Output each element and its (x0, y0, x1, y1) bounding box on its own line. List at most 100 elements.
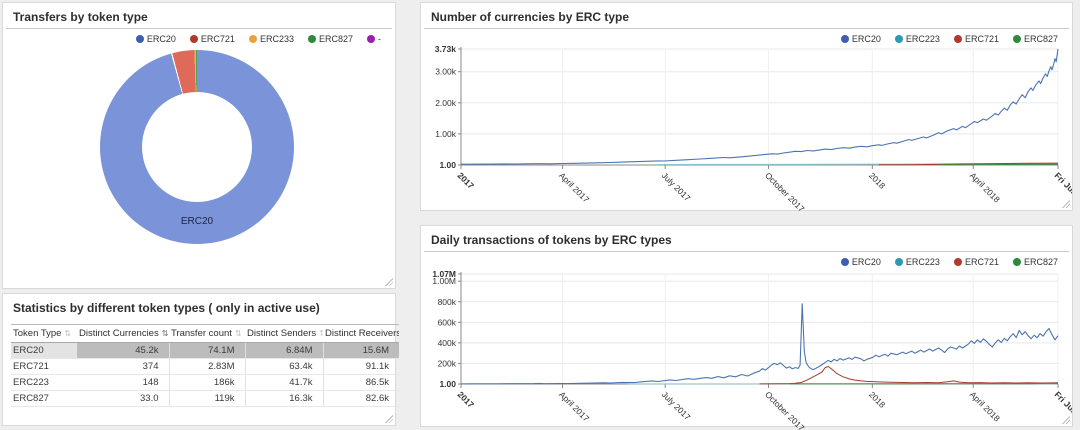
donut-hole (142, 92, 252, 202)
card-title-transactions: Daily transactions of tokens by ERC type… (421, 226, 1072, 251)
y-axis-tick-label: 1.00 (439, 379, 456, 389)
table-cell: 91.1k (323, 359, 399, 375)
legend-item-erc827[interactable]: ERC827 (1013, 257, 1058, 267)
table-cell: 82.6k (323, 391, 399, 407)
x-axis-tick-label: October 2017 (763, 389, 807, 430)
legend-item-erc223[interactable]: ERC223 (895, 257, 940, 267)
y-axis-tick-label: 200k (438, 358, 457, 368)
resize-handle-icon[interactable] (1061, 415, 1070, 424)
sort-icon[interactable]: ⇅ (232, 329, 242, 338)
resize-handle-icon[interactable] (1061, 199, 1070, 208)
resize-handle-icon[interactable] (384, 414, 393, 423)
legend-label: ERC827 (1024, 257, 1058, 267)
table-cell: 41.7k (245, 375, 323, 391)
y-axis-tick-label: 2.00k (435, 98, 457, 108)
table-cell: 16.3k (245, 391, 323, 407)
y-axis-tick-label: 800k (438, 297, 457, 307)
legend-dot-icon (367, 35, 375, 43)
table-cell: 15.6M (323, 343, 399, 359)
legend-label: ERC721 (965, 257, 999, 267)
legend-label: ERC721 (965, 34, 999, 44)
legend-label: ERC233 (260, 34, 294, 44)
legend-item-erc20[interactable]: ERC20 (136, 34, 176, 44)
sort-icon[interactable]: ⇅ (159, 329, 169, 338)
table-cell: 74.1M (169, 343, 245, 359)
table-cell: 374 (77, 359, 169, 375)
column-label: Transfer count (171, 328, 232, 339)
table-cell: 2.83M (169, 359, 245, 375)
y-axis-tick-label: 1.00k (435, 129, 457, 139)
donut-legend: ERC20 ERC721 ERC233 ERC827 - (3, 29, 395, 45)
column-label: Distinct Senders (247, 328, 316, 339)
card-title-statistics: Statistics by different token types ( on… (3, 294, 395, 319)
stats-table-header-row: Token Type⇅Distinct Currencies⇅Transfer … (11, 325, 399, 343)
legend-label: ERC20 (852, 257, 881, 267)
series-line-erc827[interactable] (939, 164, 1058, 165)
legend-item-erc827[interactable]: ERC827 (308, 34, 353, 44)
x-axis-tick-label: July 2017 (660, 389, 693, 422)
y-axis-tick-label: 600k (438, 317, 457, 327)
column-header-distinct-senders[interactable]: Distinct Senders⇅ (245, 325, 323, 343)
column-header-distinct-receivers[interactable]: Distinct Receivers⇅ (323, 325, 399, 343)
legend-dot-icon (190, 35, 198, 43)
legend-dot-icon (136, 35, 144, 43)
series-line-erc20[interactable] (461, 49, 1058, 164)
x-axis-tick-label: 2018 (867, 170, 888, 191)
table-cell: ERC223 (11, 375, 77, 391)
x-axis-tick-label: October 2017 (763, 170, 807, 213)
column-label: Token Type (13, 328, 61, 339)
donut-chart-area: ERC20 (100, 50, 294, 244)
table-cell: 33.0 (77, 391, 169, 407)
legend-item-erc20[interactable]: ERC20 (841, 257, 881, 267)
table-cell: 6.84M (245, 343, 323, 359)
series-line-erc721[interactable] (760, 367, 1059, 384)
legend-item-erc721[interactable]: ERC721 (954, 34, 999, 44)
legend-label: ERC20 (147, 34, 176, 44)
x-axis-tick-label: April 2017 (557, 389, 591, 423)
currencies-legend: ERC20 ERC223 ERC721 ERC827 (421, 29, 1072, 45)
x-axis-tick-label: April 2018 (968, 389, 1002, 423)
x-axis-tick-label: April 2018 (968, 170, 1002, 204)
donut-slice-label: ERC20 (162, 216, 232, 227)
resize-handle-icon[interactable] (384, 277, 393, 286)
legend-item-erc721[interactable]: ERC721 (190, 34, 235, 44)
sort-icon[interactable]: ⇅ (61, 329, 71, 338)
x-axis-tick-label: April 2017 (557, 170, 591, 204)
legend-item-erc20[interactable]: ERC20 (841, 34, 881, 44)
legend-item-other[interactable]: - (367, 34, 381, 44)
legend-label: ERC827 (1024, 34, 1058, 44)
sort-icon[interactable]: ⇅ (316, 329, 323, 338)
table-cell: 45.2k (77, 343, 169, 359)
transactions-legend: ERC20 ERC223 ERC721 ERC827 (421, 252, 1072, 268)
legend-item-erc223[interactable]: ERC223 (895, 34, 940, 44)
legend-dot-icon (1013, 35, 1021, 43)
column-header-token-type[interactable]: Token Type⇅ (11, 325, 77, 343)
table-cell: 148 (77, 375, 169, 391)
column-header-distinct-currencies[interactable]: Distinct Currencies⇅ (77, 325, 169, 343)
x-axis-tick-label: 2017 (456, 389, 477, 410)
legend-item-erc233[interactable]: ERC233 (249, 34, 294, 44)
stats-table: Token Type⇅Distinct Currencies⇅Transfer … (11, 324, 399, 407)
table-cell: ERC721 (11, 359, 77, 375)
card-title-currencies: Number of currencies by ERC type (421, 3, 1072, 28)
column-label: Distinct Currencies (79, 328, 159, 339)
legend-label: ERC827 (319, 34, 353, 44)
legend-dot-icon (841, 35, 849, 43)
y-axis-tick-label: 1.00M (432, 276, 456, 286)
legend-dot-icon (841, 258, 849, 266)
legend-item-erc827[interactable]: ERC827 (1013, 34, 1058, 44)
y-axis-tick-label: 3.00k (435, 67, 457, 77)
x-axis-tick-label: 2017 (456, 170, 477, 191)
legend-label: ERC721 (201, 34, 235, 44)
series-line-erc20[interactable] (461, 304, 1058, 384)
legend-item-erc721[interactable]: ERC721 (954, 257, 999, 267)
column-header-transfer-count[interactable]: Transfer count⇅ (169, 325, 245, 343)
